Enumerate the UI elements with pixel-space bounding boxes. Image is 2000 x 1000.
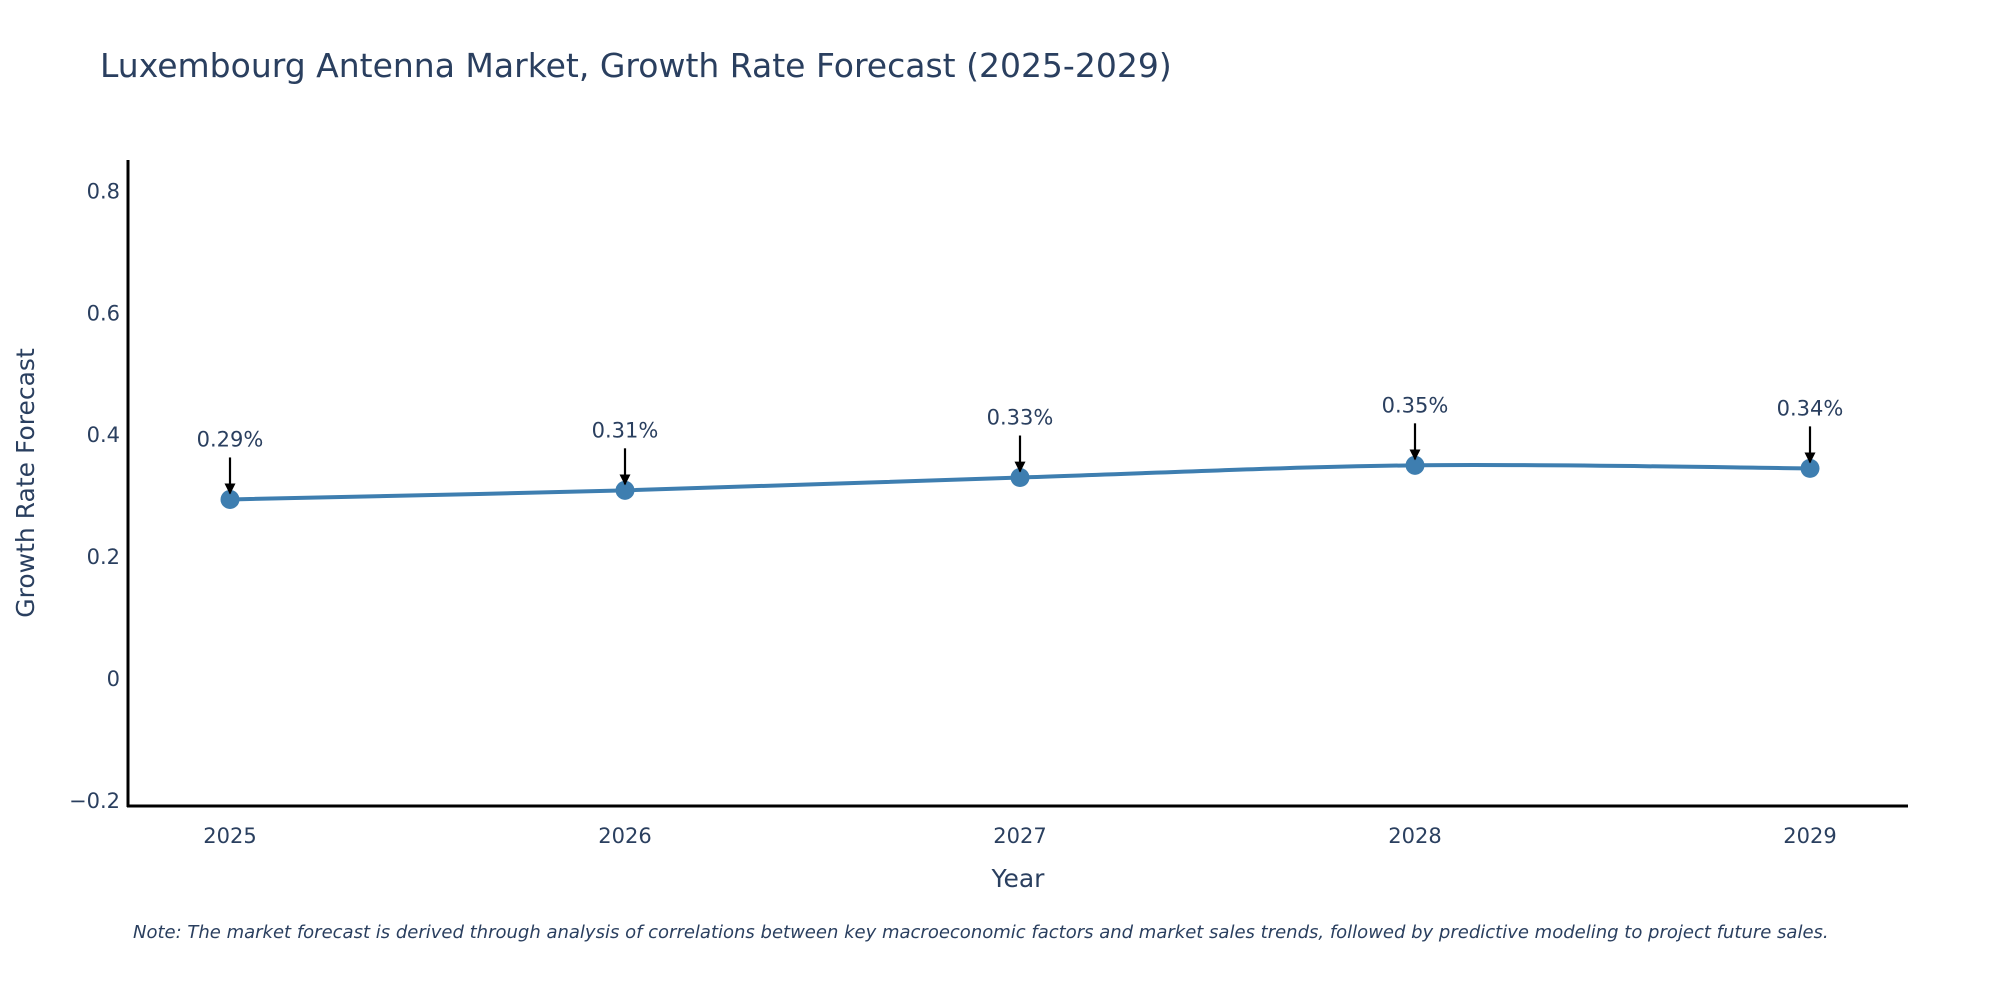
data-annotations: 0.29% 0.31% 0.33% 0.35% 0.34%	[197, 393, 1844, 495]
axes	[126, 160, 1908, 808]
y-tick-label: 0.2	[87, 545, 120, 569]
tick-labels: −0.2 0 0.2 0.4 0.6 0.8 2025 2026 2027 2028 2029	[69, 179, 1837, 848]
data-label: 0.29%	[197, 427, 264, 451]
data-label: 0.34%	[1777, 396, 1844, 420]
chart-title: Luxembourg Antenna Market, Growth Rate F…	[100, 46, 1172, 85]
x-tick-label: 2026	[598, 824, 651, 848]
data-point	[1010, 468, 1030, 488]
y-tick-label: −0.2	[69, 789, 120, 813]
data-label: 0.35%	[1382, 393, 1449, 417]
y-tick-label: 0.4	[87, 423, 120, 447]
data-point	[220, 489, 240, 509]
data-label: 0.33%	[987, 406, 1054, 430]
y-tick-label: 0.8	[87, 179, 120, 203]
y-tick-label: 0	[107, 667, 120, 691]
data-markers	[220, 455, 1820, 509]
data-point	[1800, 458, 1820, 478]
data-label: 0.31%	[592, 418, 659, 442]
y-axis-title: Growth Rate Forecast	[11, 348, 40, 618]
y-tick-label: 0.6	[87, 301, 120, 325]
footnote: Note: The market forecast is derived thr…	[133, 922, 1829, 943]
x-tick-label: 2028	[1388, 824, 1441, 848]
x-tick-label: 2027	[993, 824, 1046, 848]
data-point	[615, 480, 635, 500]
x-tick-label: 2025	[203, 824, 256, 848]
x-axis-title: Year	[991, 864, 1046, 893]
x-tick-label: 2029	[1783, 824, 1836, 848]
data-point	[1405, 455, 1425, 475]
